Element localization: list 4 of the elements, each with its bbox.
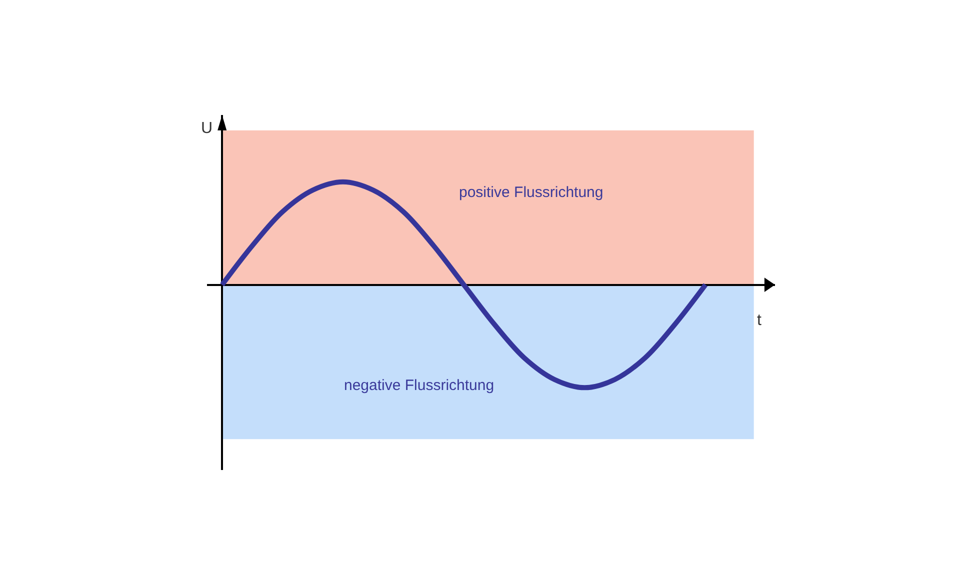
x-axis-title: t	[757, 312, 762, 329]
y-axis-title: U	[201, 120, 213, 137]
band-label: negative Flussrichtung	[344, 377, 494, 394]
band-label: positive Flussrichtung	[459, 184, 604, 201]
